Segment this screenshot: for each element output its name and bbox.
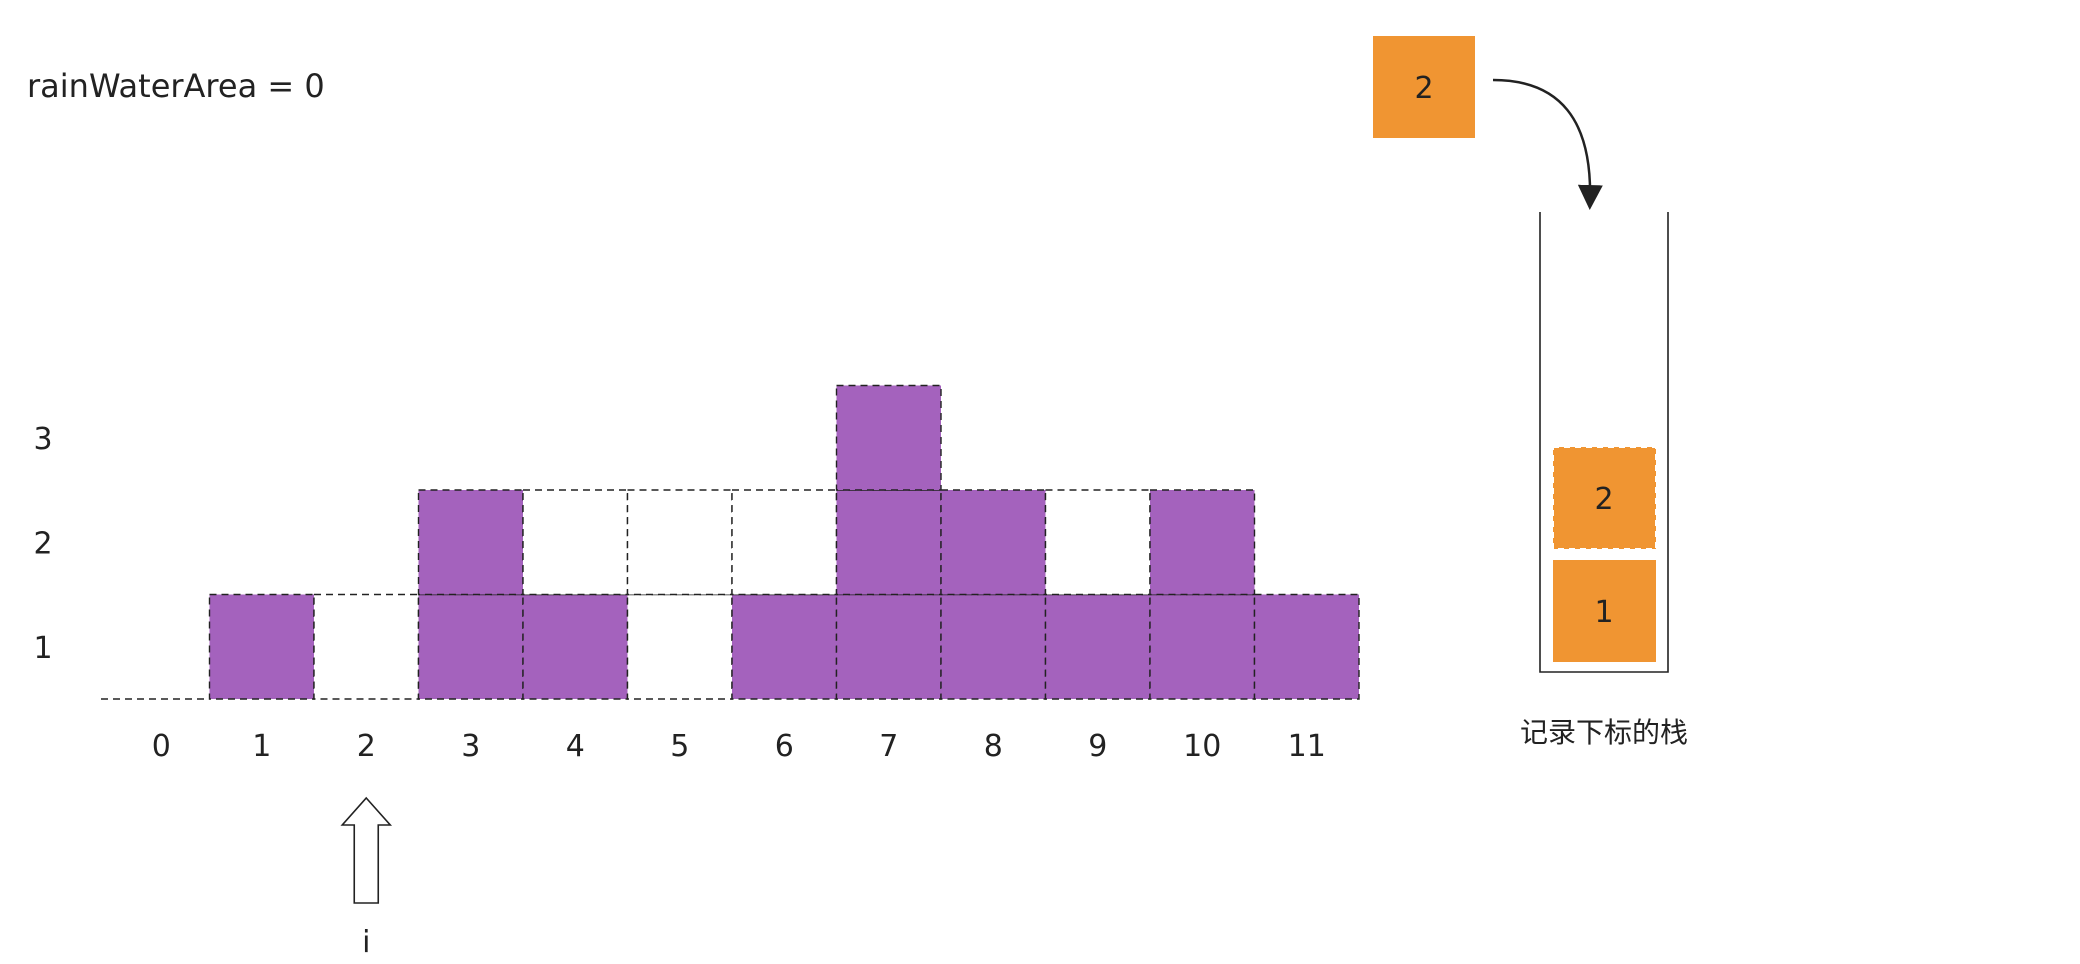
empty-cell-6-1 — [731, 489, 838, 596]
y-tick-label-3: 3 — [33, 422, 52, 457]
incoming-block — [1373, 36, 1475, 138]
bar-cell-7-0 — [835, 593, 942, 700]
incoming-block-label: 2 — [1414, 71, 1433, 106]
stack-area: 2 12 记录下标的栈 — [1373, 36, 1688, 749]
stack-items: 12 — [1552, 446, 1657, 662]
pointer: i — [340, 796, 393, 960]
x-tick-label-0: 0 — [152, 729, 171, 764]
stack-caption: 记录下标的栈 — [1520, 716, 1688, 749]
x-tick-label-10: 10 — [1183, 729, 1221, 764]
stack-item-label-1: 2 — [1594, 482, 1613, 517]
x-tick-label-11: 11 — [1288, 729, 1326, 764]
x-axis-labels: 0 1 2 3 4 5 6 7 8 9 10 11 — [152, 729, 1326, 764]
x-tick-label-7: 7 — [879, 729, 898, 764]
bar-cells — [208, 384, 1360, 700]
bar-cell-8-1 — [940, 489, 1047, 596]
pointer-label: i — [362, 925, 370, 960]
bar-cell-7-1 — [835, 489, 942, 596]
stack-item-label-0: 1 — [1594, 595, 1613, 630]
bar-cell-7-2 — [835, 384, 942, 491]
y-tick-label-2: 2 — [33, 526, 52, 561]
empty-cell-9-1 — [1044, 489, 1151, 596]
x-tick-label-4: 4 — [566, 729, 585, 764]
stack-item-1 — [1552, 446, 1657, 550]
bar-cell-3-1 — [417, 489, 524, 596]
y-tick-label-1: 1 — [33, 631, 52, 666]
rain-water-area-label: rainWaterArea = 0 — [27, 67, 325, 105]
x-tick-label-3: 3 — [461, 729, 480, 764]
bar-cell-9-0 — [1044, 593, 1151, 700]
up-arrow-icon — [340, 796, 393, 904]
empty-cell-5-1 — [626, 489, 733, 596]
x-tick-label-8: 8 — [984, 729, 1003, 764]
push-arrow — [1492, 78, 1603, 210]
x-tick-label-2: 2 — [357, 729, 376, 764]
empty-cell-4-1 — [522, 489, 629, 596]
x-tick-label-5: 5 — [670, 729, 689, 764]
bar-cell-8-0 — [940, 593, 1047, 700]
bar-cell-10-1 — [1149, 489, 1256, 596]
x-tick-label-1: 1 — [252, 729, 271, 764]
x-tick-label-9: 9 — [1088, 729, 1107, 764]
bar-cell-11-0 — [1253, 593, 1360, 700]
bar-cell-10-0 — [1149, 593, 1256, 700]
empty-cell-5-0 — [626, 593, 733, 700]
x-tick-label-6: 6 — [775, 729, 794, 764]
y-axis-labels: 1 2 3 — [33, 422, 52, 666]
bar-cell-4-0 — [522, 593, 629, 700]
empty-cell-2-0 — [313, 593, 420, 700]
bar-cell-3-0 — [417, 593, 524, 700]
bar-cell-1-0 — [208, 593, 315, 700]
stack-item-0 — [1553, 560, 1656, 662]
stack-container — [1539, 212, 1669, 673]
bar-cell-6-0 — [731, 593, 838, 700]
